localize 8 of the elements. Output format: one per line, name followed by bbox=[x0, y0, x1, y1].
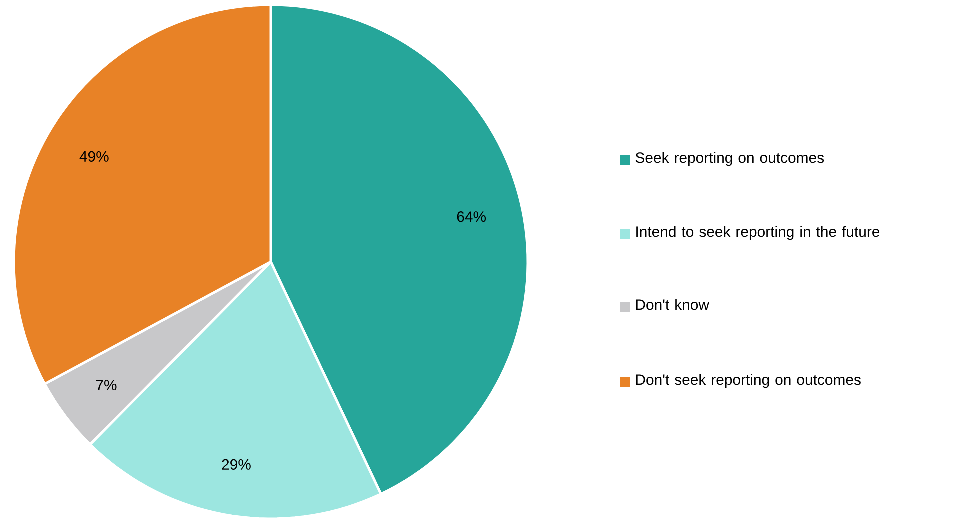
data-label: 64% bbox=[457, 211, 486, 222]
data-label: 7% bbox=[96, 380, 117, 390]
legend-label: Seek reporting on outcomes bbox=[636, 152, 824, 166]
legend-label: Don't seek reporting on outcomes bbox=[636, 374, 861, 388]
legend-label: Intend to seek reporting in the future bbox=[636, 226, 880, 240]
data-label: 29% bbox=[222, 459, 251, 470]
legend-label: Don't know bbox=[636, 299, 710, 310]
data-label: 49% bbox=[80, 151, 109, 162]
